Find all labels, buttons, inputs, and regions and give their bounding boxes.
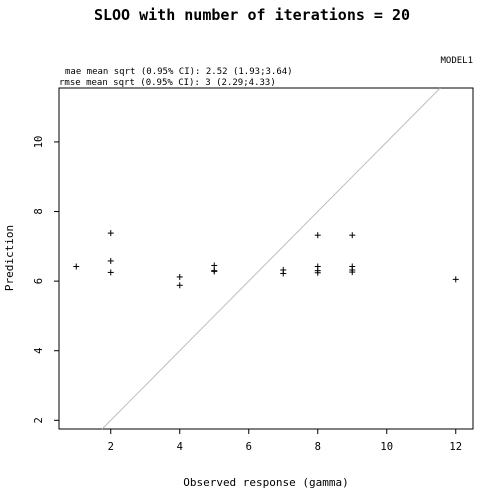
y-tick-label: 2 [33, 417, 45, 423]
y-tick-label: 8 [33, 208, 45, 214]
x-tick-label: 4 [177, 441, 183, 453]
x-tick-label: 6 [246, 441, 252, 453]
data-point [73, 263, 80, 270]
rmse-annotation: rmse mean sqrt (0.95% CI): 3 (2.29;4.33) [59, 78, 276, 88]
data-point [211, 262, 218, 269]
data-point [349, 269, 356, 276]
y-tick-label: 4 [33, 348, 45, 354]
data-point [280, 270, 287, 277]
y-axis: 2 4 6 8 10 [33, 136, 59, 423]
data-point [452, 276, 459, 283]
x-tick-label: 2 [108, 441, 114, 453]
reference-line [101, 87, 441, 430]
x-tick-label: 12 [449, 441, 462, 453]
data-point [176, 273, 183, 280]
x-axis: 2 4 6 8 10 12 [108, 429, 462, 453]
data-point [314, 232, 321, 239]
points-group [73, 230, 459, 289]
data-point [176, 282, 183, 289]
y-tick-label: 10 [33, 136, 45, 149]
data-point [107, 230, 114, 237]
x-axis-label: Observed response (gamma) [183, 476, 349, 489]
data-point [211, 268, 218, 275]
y-axis-label: Prediction [3, 225, 16, 291]
x-tick-label: 8 [315, 441, 321, 453]
data-point [349, 232, 356, 239]
model-label: MODEL1 [440, 56, 473, 66]
reference-line-group [101, 87, 441, 430]
chart-title: SLOO with number of iterations = 20 [94, 6, 410, 24]
mae-annotation: mae mean sqrt (0.95% CI): 2.52 (1.93;3.6… [65, 67, 293, 77]
data-point [314, 269, 321, 276]
plot-frame [58, 87, 474, 430]
x-tick-label: 10 [380, 441, 393, 453]
y-tick-label: 6 [33, 278, 45, 284]
data-point [107, 269, 114, 276]
data-point [107, 257, 114, 264]
